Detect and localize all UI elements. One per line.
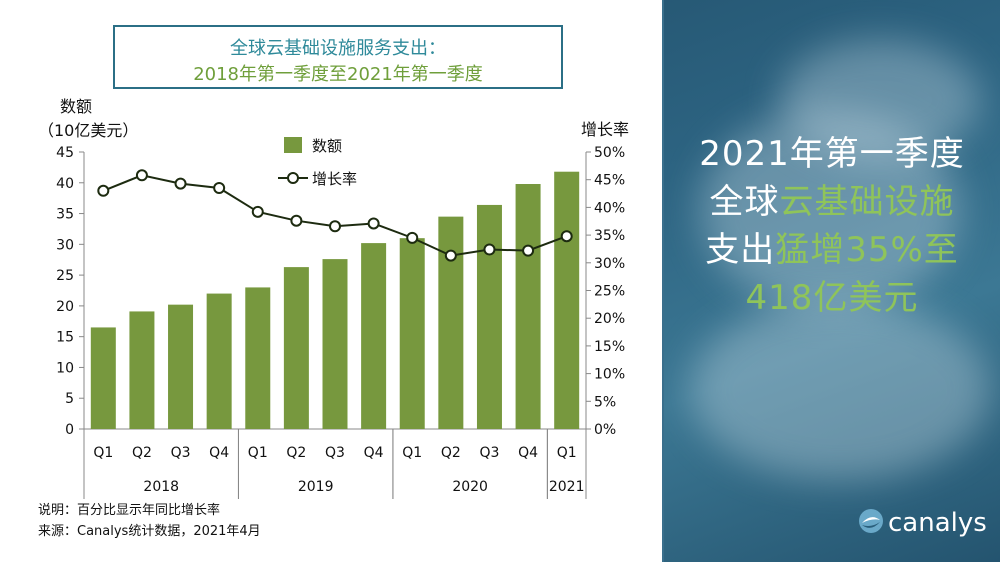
right-tick-label: 40% [594,200,625,216]
headline-part: 2021年第一季度 [699,134,965,174]
growth-rate-point [406,231,419,244]
x-tick-label: Q2 [132,445,152,461]
right-tick-label: 35% [594,228,625,244]
headline-part: 支出 [705,230,776,270]
right-tick-label: 0% [594,422,616,438]
growth-rate-point [174,177,187,190]
chart-subtitle: 2018年第一季度至2021年第一季度 [193,64,483,85]
x-tick-label: Q2 [441,445,461,461]
right-tick-label: 5% [594,394,616,410]
left-tick-label: 30 [56,237,74,253]
x-tick-label: Q1 [248,445,268,461]
chart-title: 全球云基础设施服务支出： [230,38,446,59]
canalys-logo-icon [859,509,883,533]
left-tick-label: 25 [56,268,74,284]
left-tick-label: 45 [56,145,74,161]
right-tick-label: 50% [594,145,625,161]
note-text: 说明：百分比显示年同比增长率 [38,503,221,518]
legend-bar-label: 数额 [312,137,342,155]
left-tick-label: 15 [56,330,74,346]
x-tick-label: Q1 [93,445,113,461]
growth-rate-point [367,217,380,230]
left-axis-label: 数额 [60,97,93,116]
source-text: 来源：Canalys统计数据，2021年4月 [38,524,261,539]
bar [554,171,580,429]
bar [322,259,348,429]
x-tick-label: Q4 [518,445,538,461]
right-tick-label: 45% [594,173,625,189]
bar [438,216,464,429]
growth-rate-point [135,169,148,182]
growth-rate-point [213,182,226,195]
legend-line-marker [287,172,299,184]
x-tick-label: Q4 [209,445,229,461]
right-tick-label: 10% [594,367,625,383]
growth-rate-point [329,220,341,233]
left-tick-label: 20 [56,299,74,315]
right-tick-label: 15% [594,339,625,355]
chart-title-box: 全球云基础设施服务支出： 2018年第一季度至2021年第一季度 [113,25,563,89]
left-tick-label: 35 [56,207,74,223]
right-tick-label: 25% [594,284,625,300]
headline-highlight: 418亿美元 [745,278,919,318]
headline-highlight: 猛增35%至 [775,230,959,270]
headline-highlight: 云基础设施 [779,182,955,222]
growth-rate-point [483,243,496,256]
bar [515,184,541,429]
headline: 2021年第一季度 全球云基础设施 支出猛增35%至 418亿美元 [664,130,1000,322]
left-axis-unit: （10亿美元） [38,121,139,140]
chart: 0 5 10 15 20 25 30 35 40 45 0% 5% 10% 15% 20% 25% 30% 35%… [56,137,625,499]
left-tick-label: 5 [65,391,74,407]
right-tick-label: 20% [594,311,625,327]
growth-rate-point [560,230,573,243]
x-tick-label: Q2 [286,445,306,461]
headline-part: 全球 [709,182,780,222]
cloud-shape [700,110,960,310]
growth-rate-point [251,205,264,218]
bar [90,327,116,429]
right-axis-label: 增长率 [581,120,630,139]
x-tick-label: Q4 [364,445,384,461]
bar [168,304,194,429]
year-label: 2020 [452,479,488,495]
left-tick-label: 10 [56,360,74,376]
bar [129,311,155,429]
bar [283,267,309,429]
x-tick-label: Q3 [171,445,191,461]
x-tick-label: Q3 [325,445,345,461]
year-label: 2019 [298,479,334,495]
bar [399,238,425,429]
x-tick-label: Q1 [402,445,422,461]
bar [476,204,502,429]
legend-bar-swatch [284,137,302,153]
x-tick-label: Q3 [479,445,499,461]
growth-rate-point [444,249,457,262]
bar [245,287,271,429]
cloud-shape [690,300,990,480]
chart-panel: 全球云基础设施服务支出： 2018年第一季度至2021年第一季度 数额 （10亿… [38,0,664,562]
left-tick-label: 40 [56,176,74,192]
x-tick-label: Q1 [557,445,577,461]
year-label: 2018 [143,479,179,495]
growth-rate-point [522,244,535,257]
canalys-logo-text: canalys [888,508,987,538]
bar [206,293,232,429]
growth-rate-point [290,214,303,227]
year-label: 2021 [549,479,585,495]
bar [361,243,387,429]
legend-line-label: 增长率 [312,170,357,188]
cloud-shape [780,40,980,160]
right-tick-label: 30% [594,256,625,272]
growth-rate-point [97,184,110,197]
left-tick-label: 0 [65,422,74,438]
